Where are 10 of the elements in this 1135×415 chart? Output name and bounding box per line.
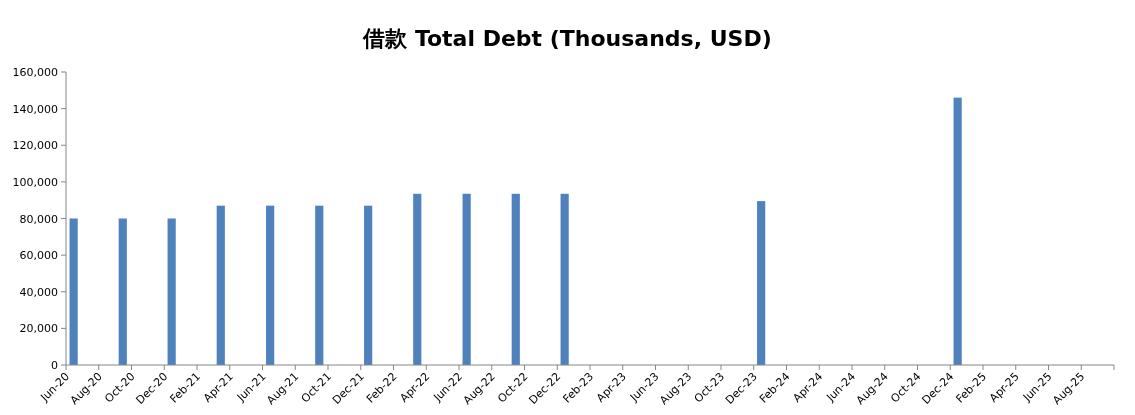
y-tick-label: 80,000 xyxy=(19,212,58,226)
y-tick-label: 0 xyxy=(51,359,58,372)
y-tick-label: 20,000 xyxy=(19,322,58,336)
chart-title: 借款 Total Debt (Thousands, USD) xyxy=(362,26,772,51)
y-tick-label: 160,000 xyxy=(12,66,58,79)
y-tick-label: 120,000 xyxy=(12,139,58,153)
y-tick-label: 60,000 xyxy=(19,249,58,263)
y-tick-label: 40,000 xyxy=(19,285,58,299)
y-tick-label: 100,000 xyxy=(12,175,58,189)
y-tick-label: 140,000 xyxy=(12,102,58,116)
